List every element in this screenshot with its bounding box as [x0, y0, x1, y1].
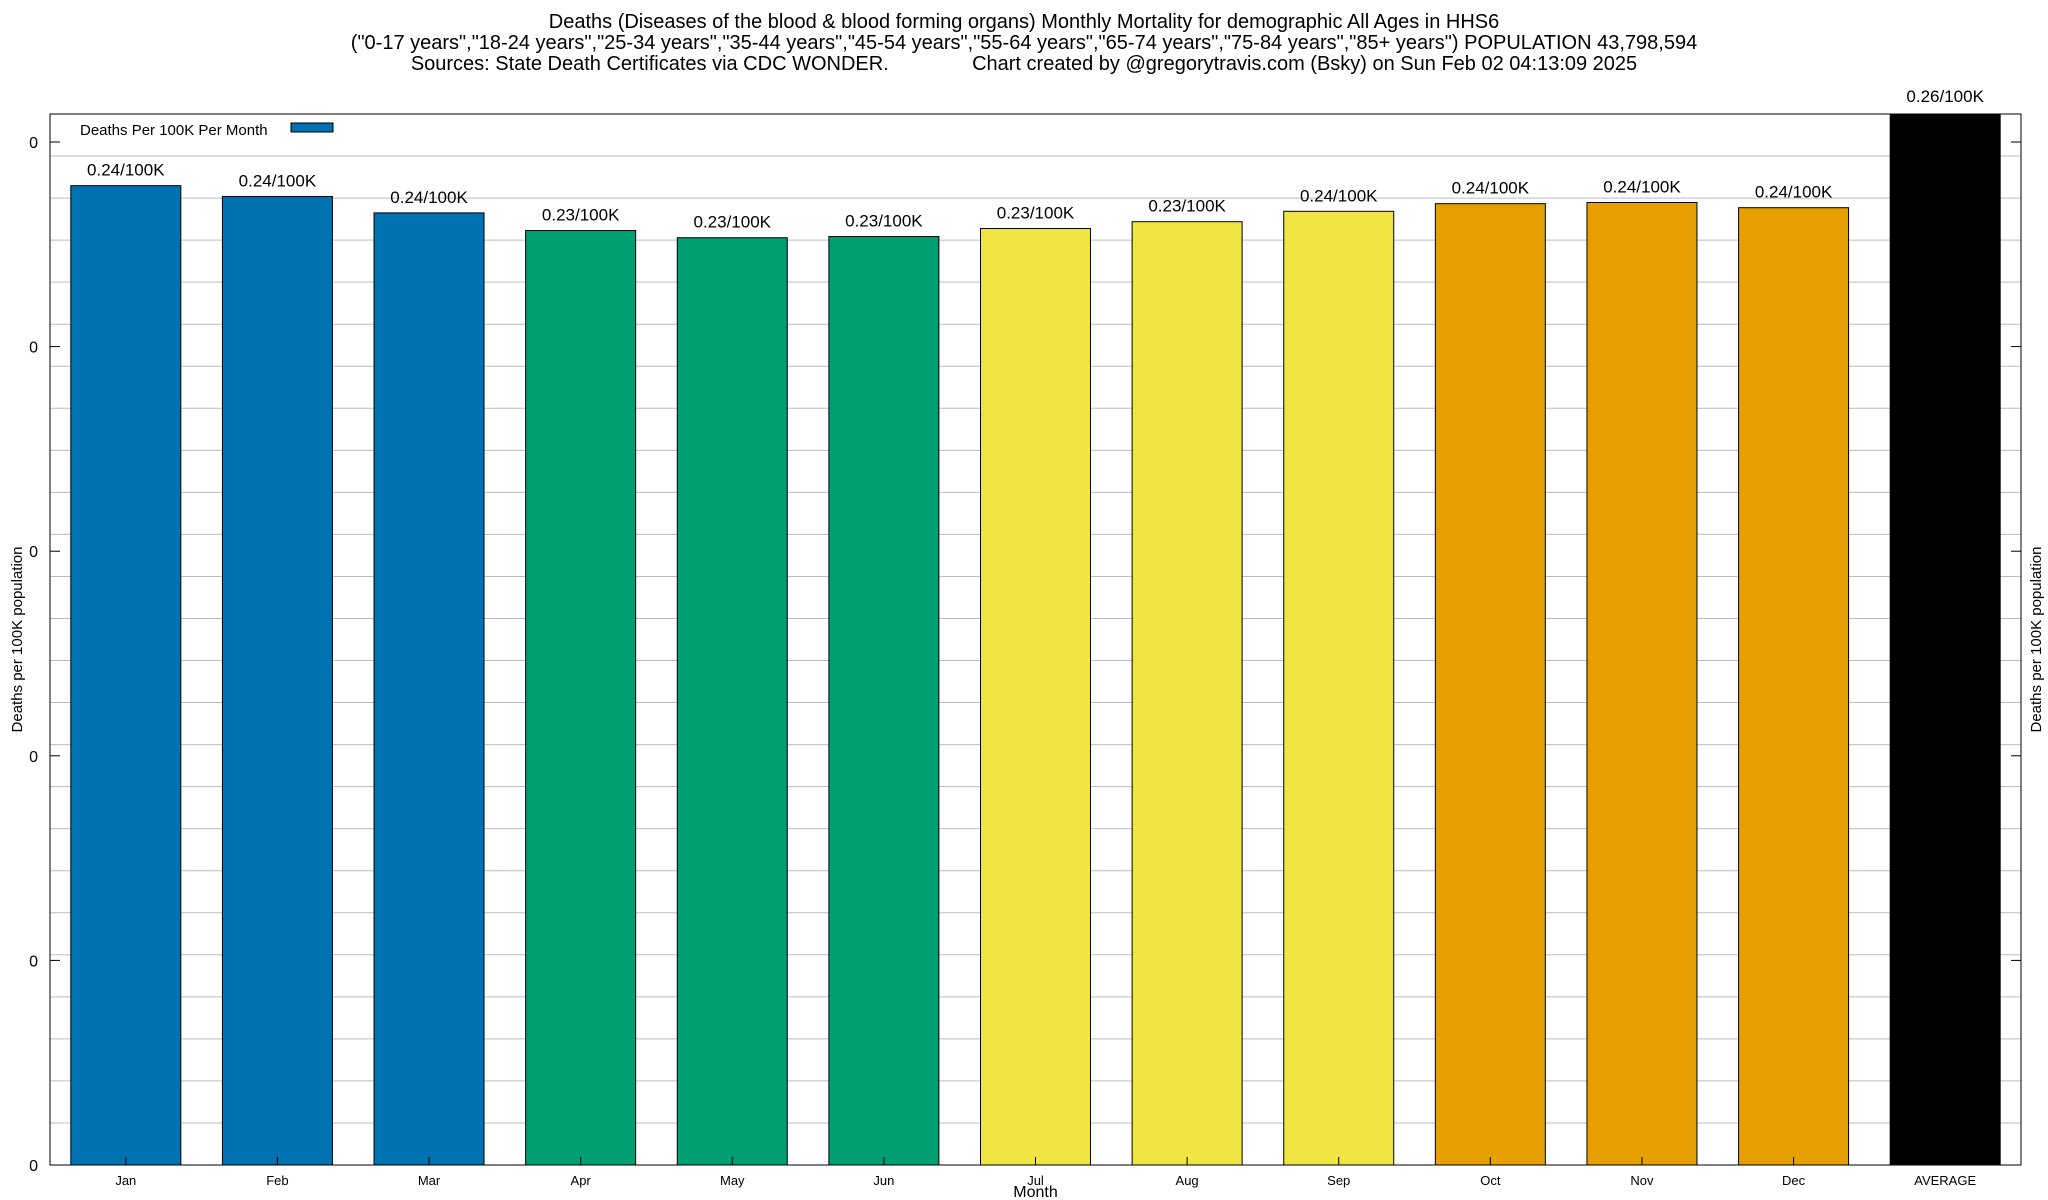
y-tick-label: 0: [29, 340, 38, 357]
bar: [980, 228, 1091, 1166]
x-tick-label: Mar: [418, 1173, 441, 1188]
bar: [1434, 203, 1546, 1166]
data-label: 0.26/100K: [1906, 87, 1984, 106]
x-tick-label: Apr: [571, 1173, 592, 1188]
bar: [373, 212, 485, 1166]
x-tick-label: Feb: [266, 1173, 288, 1188]
data-label: 0.24/100K: [1300, 186, 1378, 205]
y-tick-label: 0: [29, 1158, 38, 1175]
data-label: 0.24/100K: [1755, 183, 1833, 202]
bar: [525, 230, 637, 1166]
x-tick-label: Aug: [1176, 1173, 1199, 1188]
x-tick-label: Jun: [873, 1173, 894, 1188]
y-axis-label-left: Deaths per 100K population: [9, 547, 26, 733]
chart-title: Deaths (Diseases of the blood & blood fo…: [548, 11, 1500, 33]
x-tick-label: Jul: [1027, 1173, 1044, 1188]
x-tick-label: Dec: [1782, 1173, 1806, 1188]
chart-title-block: Deaths (Diseases of the blood & blood fo…: [0, 12, 2048, 75]
y-tick-label: 0: [29, 953, 38, 970]
x-tick-label: May: [720, 1173, 745, 1188]
x-tick-label: AVERAGE: [1914, 1173, 1976, 1188]
y-tick-label: 0: [29, 749, 38, 766]
x-tick-label: Sep: [1327, 1173, 1350, 1188]
legend-swatch: [290, 122, 334, 133]
y-tick-label: 0: [29, 544, 38, 561]
bar: [221, 195, 333, 1166]
chart-subtitle: ("0-17 years","18-24 years","25-34 years…: [350, 32, 1698, 54]
y-tick-label: 0: [29, 135, 38, 152]
bar: [1738, 207, 1850, 1166]
chart-source: Sources: State Death Certificates via CD…: [410, 53, 1638, 75]
x-tick-label: Jan: [115, 1173, 136, 1188]
data-label: 0.24/100K: [390, 188, 468, 207]
data-label: 0.24/100K: [239, 171, 317, 190]
data-label: 0.24/100K: [1603, 177, 1681, 196]
bar: [828, 236, 940, 1166]
data-label: 0.23/100K: [694, 213, 772, 232]
data-label: 0.23/100K: [1148, 197, 1226, 216]
bar: [1889, 113, 2001, 1166]
bar: [1586, 201, 1698, 1166]
legend-label: Deaths Per 100K Per Month: [80, 122, 268, 139]
bar: [70, 185, 182, 1166]
data-label: 0.24/100K: [87, 161, 165, 180]
x-tick-label: Oct: [1480, 1173, 1501, 1188]
data-label: 0.24/100K: [1452, 179, 1530, 198]
data-label: 0.23/100K: [845, 212, 923, 231]
data-label: 0.23/100K: [997, 204, 1075, 223]
x-tick-label: Nov: [1630, 1173, 1654, 1188]
x-axis-label: Month: [1013, 1184, 1057, 1200]
bar: [1131, 221, 1243, 1166]
y-axis-label-right: Deaths per 100K population: [2028, 547, 2045, 733]
bar: [676, 237, 788, 1166]
plot-frame: [49, 113, 2022, 1166]
bar: [1283, 210, 1395, 1166]
data-label: 0.23/100K: [542, 206, 620, 225]
